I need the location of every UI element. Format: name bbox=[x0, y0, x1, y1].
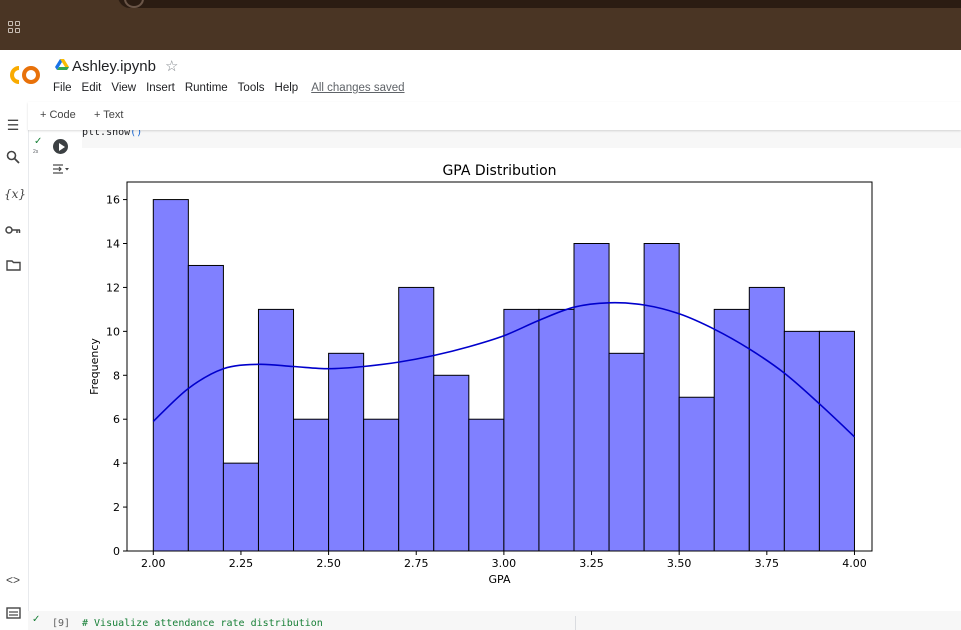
histogram-bar bbox=[643, 243, 680, 552]
menu-file[interactable]: File bbox=[53, 82, 72, 94]
histogram-bar bbox=[538, 308, 575, 552]
browser-bar bbox=[0, 0, 961, 50]
x-tick-label: 4.00 bbox=[842, 557, 867, 570]
x-tick-label: 3.25 bbox=[579, 557, 604, 570]
colab-header: Ashley.ipynb ☆ File Edit View Insert Run… bbox=[0, 50, 961, 103]
colab-logo[interactable] bbox=[8, 64, 42, 86]
histogram-bar bbox=[748, 286, 785, 552]
histogram-bar bbox=[363, 418, 400, 552]
left-sidebar: ☰ {x} <> bbox=[0, 102, 29, 630]
histogram-bar bbox=[433, 374, 470, 552]
y-axis-label: Frequency bbox=[88, 338, 101, 395]
menu-tools[interactable]: Tools bbox=[237, 82, 265, 94]
output-actions-icon[interactable] bbox=[52, 163, 70, 178]
terminal-icon[interactable] bbox=[4, 605, 22, 623]
folder-icon[interactable] bbox=[4, 257, 22, 275]
chart-title: GPA Distribution bbox=[442, 163, 556, 179]
histogram-bar bbox=[713, 308, 750, 552]
menu-bar: File Edit View Insert Runtime Tools Help… bbox=[53, 82, 415, 94]
x-tick-label: 2.75 bbox=[404, 557, 429, 570]
y-tick-label: 10 bbox=[106, 325, 120, 338]
add-code-button[interactable]: + Code bbox=[40, 109, 76, 121]
notebook-title[interactable]: Ashley.ipynb bbox=[72, 58, 156, 75]
y-tick-label: 6 bbox=[113, 413, 120, 426]
next-cell-success-icon: ✓ bbox=[32, 614, 41, 625]
histogram-bar bbox=[187, 264, 224, 552]
histogram-bar bbox=[818, 330, 855, 552]
code-line[interactable]: plt.show() bbox=[82, 127, 142, 138]
y-tick-label: 14 bbox=[106, 238, 120, 251]
x-tick-label: 2.50 bbox=[316, 557, 341, 570]
histogram-bar bbox=[257, 308, 295, 552]
menu-runtime[interactable]: Runtime bbox=[184, 82, 228, 94]
star-icon[interactable]: ☆ bbox=[165, 58, 179, 75]
key-icon[interactable] bbox=[4, 221, 22, 239]
next-cell-exec-count: [9] bbox=[52, 618, 71, 629]
add-text-button[interactable]: + Text bbox=[94, 109, 124, 121]
y-tick-label: 4 bbox=[113, 457, 120, 470]
kde-line bbox=[152, 301, 856, 438]
next-cell-code[interactable]: # Visualize attendance rate distribution bbox=[82, 618, 323, 629]
x-tick-label: 2.25 bbox=[229, 557, 254, 570]
next-code-cell[interactable] bbox=[28, 611, 961, 630]
histogram-bar bbox=[328, 352, 365, 552]
search-icon[interactable] bbox=[4, 150, 22, 168]
x-tick-label: 2.00 bbox=[141, 557, 166, 570]
histogram-bar bbox=[573, 243, 610, 552]
histogram-bar bbox=[152, 199, 189, 552]
menu-help[interactable]: Help bbox=[274, 82, 299, 94]
histogram-bar bbox=[398, 286, 435, 552]
run-cell-button[interactable] bbox=[53, 139, 68, 154]
histogram-bar bbox=[468, 418, 505, 552]
toc-icon[interactable]: ☰ bbox=[6, 117, 20, 133]
code-cell-editor[interactable] bbox=[82, 128, 961, 148]
x-tick-label: 3.75 bbox=[755, 557, 780, 570]
x-tick-label: 3.00 bbox=[492, 557, 516, 570]
next-cell-divider bbox=[575, 616, 576, 630]
notebook-toolbar: + Code + Text bbox=[28, 102, 961, 130]
histogram-bar bbox=[503, 308, 540, 552]
code-text: plt.show bbox=[82, 127, 131, 138]
histogram-bar bbox=[783, 330, 820, 552]
variables-icon[interactable]: {x} bbox=[4, 187, 27, 201]
histogram-bar bbox=[678, 396, 715, 552]
y-tick-label: 2 bbox=[113, 501, 120, 514]
x-tick-label: 3.50 bbox=[667, 557, 692, 570]
x-axis-label: GPA bbox=[489, 573, 511, 586]
plot-frame bbox=[126, 181, 873, 552]
menu-edit[interactable]: Edit bbox=[81, 82, 102, 94]
y-tick-label: 16 bbox=[106, 194, 120, 207]
exec-time: 2s bbox=[33, 149, 39, 155]
cell-success-icon: ✓ bbox=[34, 136, 43, 147]
y-tick-label: 0 bbox=[113, 545, 120, 558]
apps-grid-icon[interactable] bbox=[8, 21, 21, 34]
code-parens: () bbox=[130, 127, 143, 138]
menu-view[interactable]: View bbox=[111, 82, 137, 94]
code-snippets-icon[interactable]: <> bbox=[5, 573, 20, 587]
histogram-bar bbox=[293, 418, 330, 552]
save-status[interactable]: All changes saved bbox=[311, 82, 405, 94]
gpa-histogram-chart: 2.00 2.25 2.50 2.75 3.00 3.25 3.50 3.75 4.00 0 2 4 6… bbox=[88, 163, 873, 586]
drive-icon bbox=[55, 59, 69, 70]
browser-tab-strip bbox=[118, 0, 961, 8]
y-tick-label: 8 bbox=[113, 369, 120, 382]
y-tick-label: 12 bbox=[106, 281, 120, 294]
histogram-bar bbox=[608, 352, 645, 552]
menu-insert[interactable]: Insert bbox=[146, 82, 175, 94]
histogram-bar bbox=[222, 462, 259, 552]
